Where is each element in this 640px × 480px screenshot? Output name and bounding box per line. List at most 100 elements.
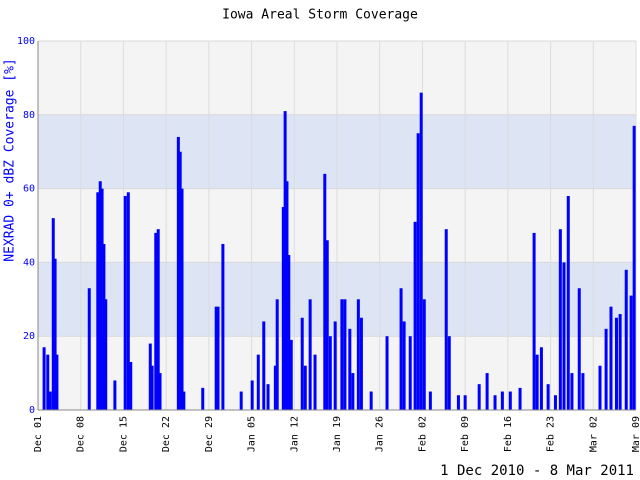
bar — [609, 306, 613, 410]
bar — [508, 391, 512, 410]
bar — [532, 232, 536, 410]
bar — [343, 299, 347, 410]
x-tick-label: Dec 22 — [161, 416, 172, 452]
bar — [614, 317, 618, 410]
bar — [113, 380, 117, 410]
bar — [156, 229, 160, 410]
x-tick-label: Dec 01 — [33, 416, 44, 452]
bar — [283, 111, 287, 411]
bar — [266, 384, 270, 410]
bar — [629, 295, 633, 410]
bar — [46, 354, 50, 410]
x-tick-label: Mar 02 — [588, 416, 599, 452]
bar — [285, 181, 289, 410]
bar — [535, 354, 539, 410]
bar — [477, 384, 481, 410]
bar — [256, 354, 260, 410]
bar — [287, 255, 291, 410]
bar — [104, 299, 108, 410]
x-tick-label: Feb 09 — [460, 416, 471, 452]
bar — [289, 339, 293, 410]
bar — [180, 188, 184, 410]
bar — [221, 243, 225, 410]
bar — [273, 365, 277, 410]
bar — [340, 299, 344, 410]
bar — [323, 173, 327, 410]
bar — [369, 391, 373, 410]
bar — [562, 262, 566, 410]
bar — [239, 391, 243, 410]
bar — [577, 288, 581, 410]
bar — [518, 387, 522, 410]
bar — [98, 181, 102, 410]
bar — [96, 192, 100, 410]
x-tick-label: Jan 19 — [332, 416, 343, 452]
bar — [456, 395, 460, 410]
bar — [408, 336, 412, 410]
bar — [566, 195, 570, 410]
bar — [359, 317, 363, 410]
bar — [55, 354, 59, 410]
bar — [333, 321, 337, 410]
x-tick-label: Jan 12 — [289, 416, 300, 452]
bar — [356, 299, 360, 410]
bar — [48, 391, 52, 410]
bar — [201, 387, 205, 410]
bar — [178, 151, 182, 410]
bar — [123, 195, 127, 410]
bar — [100, 188, 104, 410]
bar — [148, 343, 152, 410]
bar — [604, 328, 608, 410]
bar — [618, 314, 622, 410]
bar — [422, 299, 426, 410]
bar — [402, 321, 406, 410]
chart-title: Iowa Areal Storm Coverage — [222, 8, 418, 23]
x-tick-label: Dec 15 — [118, 416, 129, 452]
bar — [126, 192, 130, 410]
bar — [558, 229, 562, 410]
bar — [348, 328, 352, 410]
x-tick-label: Mar 09 — [631, 416, 640, 452]
bar — [53, 258, 57, 410]
x-tick-label: Dec 29 — [204, 416, 215, 452]
y-tick-label: 80 — [23, 110, 35, 121]
bar — [42, 347, 46, 410]
x-tick-label: Jan 26 — [375, 416, 386, 452]
bar — [129, 362, 133, 410]
bar — [485, 373, 489, 410]
bar — [428, 391, 432, 410]
bar — [51, 218, 55, 410]
bar — [444, 229, 448, 410]
y-tick-label: 0 — [29, 405, 35, 416]
bar — [570, 373, 574, 410]
bar — [176, 136, 180, 410]
bar — [328, 336, 332, 410]
bar — [598, 365, 602, 410]
bar — [275, 299, 279, 410]
y-tick-label: 40 — [23, 257, 35, 268]
bar — [447, 336, 451, 410]
x-tick-label: Jan 05 — [247, 416, 258, 452]
bar — [500, 391, 504, 410]
bar — [416, 133, 420, 410]
bar — [325, 240, 329, 410]
bar — [158, 373, 162, 410]
y-axis-label: NEXRAD 0+ dBZ Coverage [%] — [3, 58, 18, 262]
bar — [313, 354, 317, 410]
bar — [281, 207, 285, 410]
bar — [262, 321, 266, 410]
bar — [399, 288, 403, 410]
bar — [87, 288, 91, 410]
x-tick-label: Feb 02 — [417, 416, 428, 452]
bar — [632, 125, 636, 411]
y-tick-label: 60 — [23, 184, 35, 195]
bar — [351, 373, 355, 410]
bar — [624, 269, 628, 410]
bar — [493, 395, 497, 410]
bar — [419, 92, 423, 410]
date-range: 1 Dec 2010 - 8 Mar 2011 — [440, 463, 634, 479]
bar — [546, 384, 550, 410]
bar — [553, 395, 557, 410]
bar — [214, 306, 218, 410]
